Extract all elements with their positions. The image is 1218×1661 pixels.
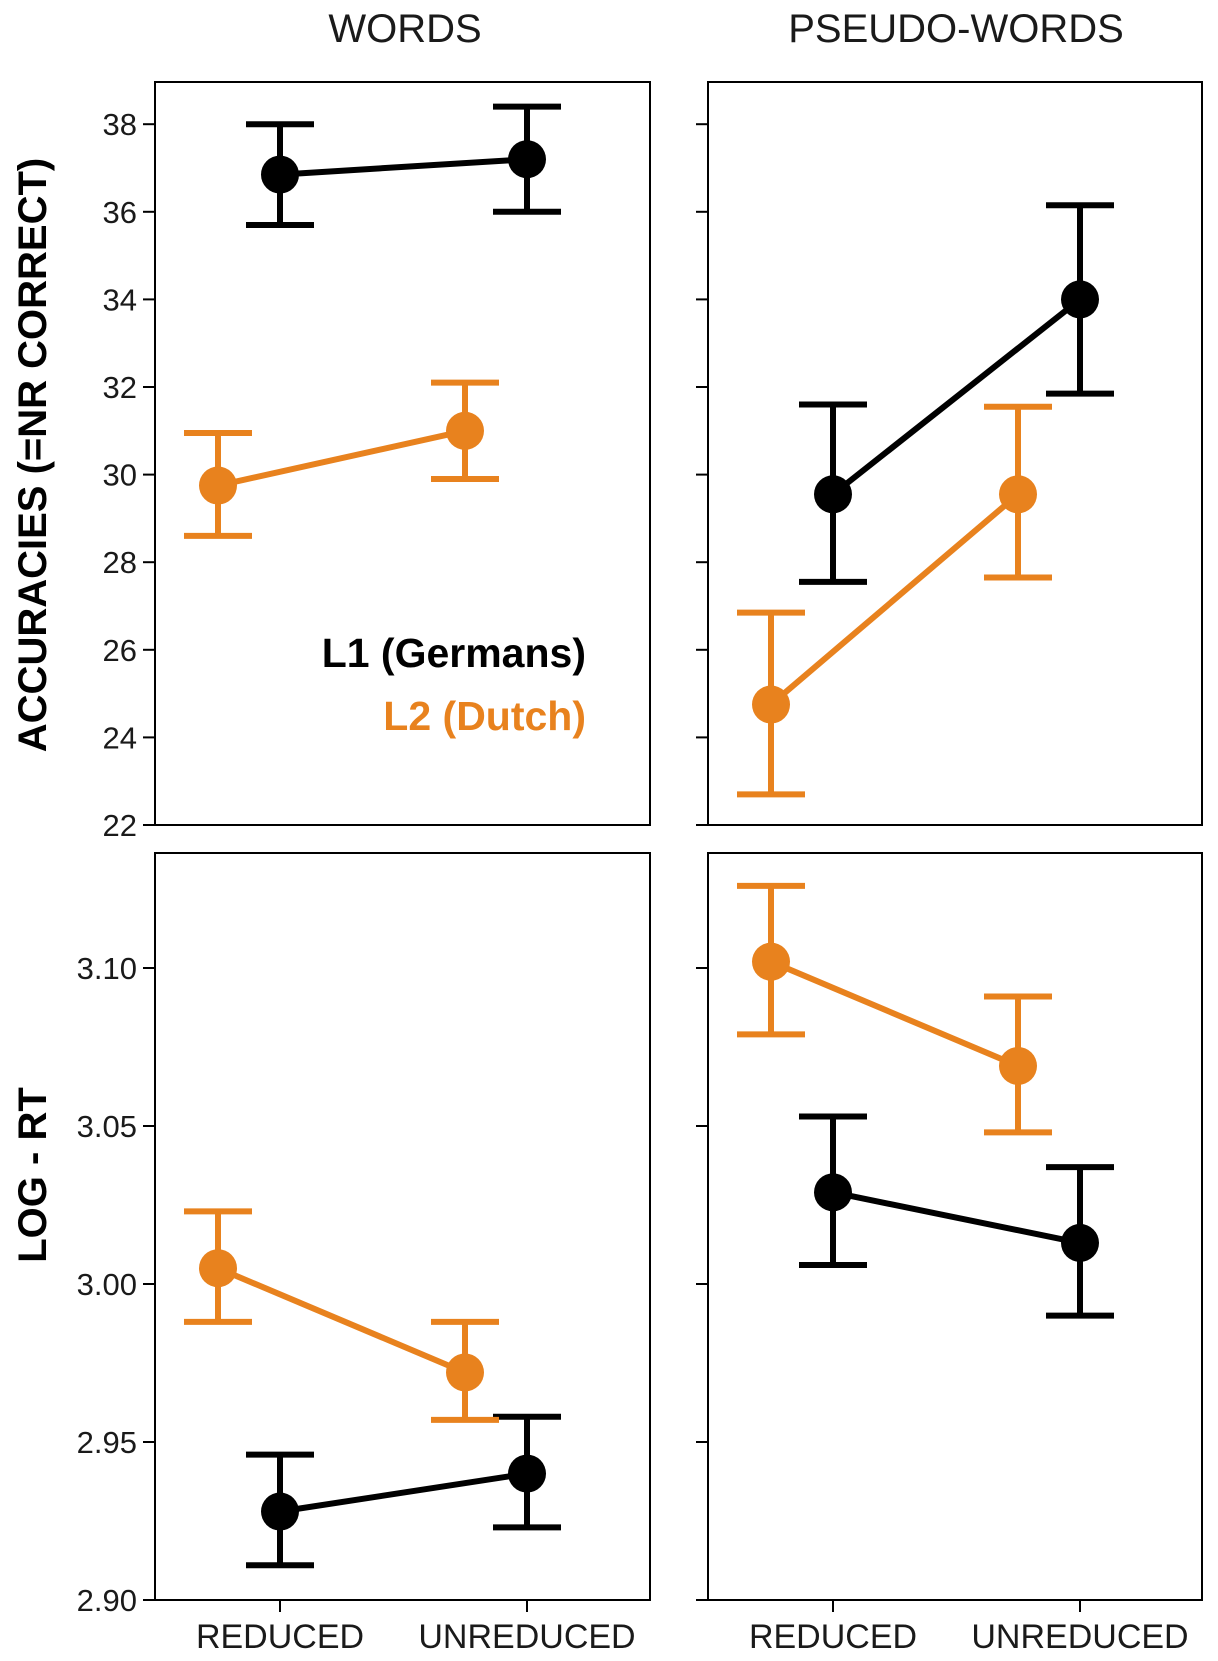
column-title-words: WORDS [328, 7, 481, 51]
x-tick-label-unreduced: UNREDUCED [971, 1618, 1188, 1656]
y-axis-title-accuracies: ACCURACIES (=NR CORRECT) [11, 158, 55, 752]
data-point-unreduced [508, 1454, 546, 1493]
series-l2 [737, 403, 1052, 798]
y-tick-label: 22 [103, 808, 137, 843]
x-tick-label-unreduced: UNREDUCED [418, 1618, 635, 1656]
y-tick-label: 28 [103, 545, 137, 580]
y-tick-label: 36 [103, 195, 137, 230]
data-point-unreduced [508, 140, 546, 179]
data-point-unreduced [446, 1353, 484, 1392]
series-line [831, 297, 1082, 497]
legend-l1: L1 (Germans) [322, 630, 586, 676]
y-axis-title-log-rt: LOG - RT [11, 1087, 55, 1263]
series-l2 [184, 379, 499, 539]
series-l1 [246, 1413, 561, 1569]
series-line [279, 1470, 528, 1515]
y-tick-label: 30 [103, 458, 137, 493]
series-line [217, 427, 466, 489]
series-line [832, 1189, 1081, 1246]
series-l2 [184, 1208, 499, 1423]
data-point-unreduced [1061, 1223, 1099, 1262]
data-point-reduced [814, 475, 852, 514]
data-point-unreduced [1061, 280, 1099, 319]
y-tick-label: 32 [103, 370, 137, 405]
legend-l2: L2 (Dutch) [383, 693, 586, 739]
data-point-reduced [199, 466, 237, 505]
y-tick-label: 34 [103, 282, 137, 317]
panel-logrt-pseudo: REDUCED UNREDUCED [696, 852, 1203, 1656]
data-point-reduced [261, 1492, 299, 1531]
series-l1 [799, 1113, 1114, 1319]
panel-frame [707, 852, 1203, 1601]
series-line [769, 958, 1020, 1069]
column-title-pseudo-words: PSEUDO-WORDS [788, 7, 1124, 51]
series-l2 [737, 882, 1052, 1136]
data-point-reduced [752, 685, 790, 724]
y-tick-label: 26 [103, 633, 137, 668]
panel-frame [154, 852, 651, 1601]
y-tick-label: 3.05 [77, 1109, 137, 1144]
y-tick-label: 3.00 [77, 1267, 137, 1302]
x-tick-label-reduced: REDUCED [749, 1618, 917, 1656]
panel-frame [707, 81, 1203, 826]
y-tick-label: 2.95 [77, 1425, 137, 1460]
x-tick-label-reduced: REDUCED [196, 1618, 364, 1656]
series-line [769, 492, 1020, 707]
y-tick-label: 2.90 [77, 1583, 137, 1618]
series-line [279, 156, 528, 178]
data-point-unreduced [446, 411, 484, 450]
series-l1 [246, 103, 561, 228]
y-tick-label: 24 [103, 720, 137, 755]
series-line [216, 1265, 467, 1376]
y-tick-label: 3.10 [77, 951, 137, 986]
data-point-reduced [261, 155, 299, 194]
series-l1 [799, 202, 1114, 585]
panel-accuracies-words: 22 24 26 28 30 32 34 36 38 [103, 81, 651, 843]
data-point-unreduced [999, 475, 1037, 514]
data-point-reduced [199, 1249, 237, 1288]
panel-frame [154, 81, 651, 826]
panel-logrt-words: 2.90 2.95 3.00 3.05 3.10 REDUCED UNREDUCED [77, 852, 651, 1656]
y-tick-label: 38 [103, 107, 137, 142]
data-point-unreduced [999, 1046, 1037, 1085]
panel-accuracies-pseudo [696, 81, 1203, 826]
data-point-reduced [814, 1173, 852, 1212]
data-point-reduced [752, 942, 790, 981]
